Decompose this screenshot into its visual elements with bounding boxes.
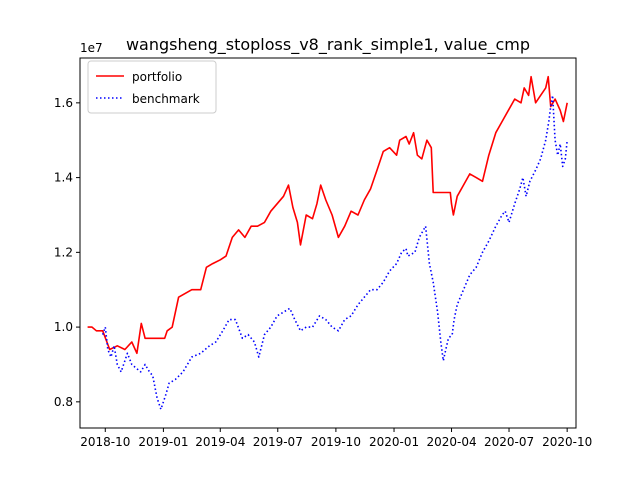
x-tick-label: 2020-01 [369, 435, 419, 449]
x-tick-label: 2018-10 [80, 435, 130, 449]
x-tick-label: 2020-04 [426, 435, 476, 449]
y-tick-label: 1.6 [54, 96, 73, 110]
series-line-portfolio [87, 75, 568, 355]
x-tick-label: 2019-04 [195, 435, 245, 449]
x-tick-label: 2019-01 [138, 435, 188, 449]
x-tick-label: 2020-10 [542, 435, 592, 449]
y-tick-label: 1.2 [54, 245, 73, 259]
legend-label-benchmark: benchmark [132, 92, 200, 106]
x-tick-label: 2019-10 [311, 435, 361, 449]
legend: portfolio benchmark [87, 60, 217, 114]
chart-title: wangsheng_stoploss_v8_rank_simple1, valu… [126, 35, 530, 55]
x-tick-label: 2019-07 [253, 435, 303, 449]
x-tick-label: 2020-07 [484, 435, 534, 449]
axes-frame [79, 57, 577, 429]
legend-frame [87, 60, 217, 114]
legend-label-portfolio: portfolio [132, 70, 182, 84]
y-tick-label: 1.0 [54, 320, 73, 334]
y-tick-label: 1.4 [54, 171, 73, 185]
y-tick-label: 0.8 [54, 395, 73, 409]
series-layer [87, 75, 568, 411]
axes-layer: 2018-10 2019-01 2019-04 2019-07 2019-10 2020-… [54, 57, 592, 449]
y-axis-scale-label: 1e7 [80, 41, 103, 55]
